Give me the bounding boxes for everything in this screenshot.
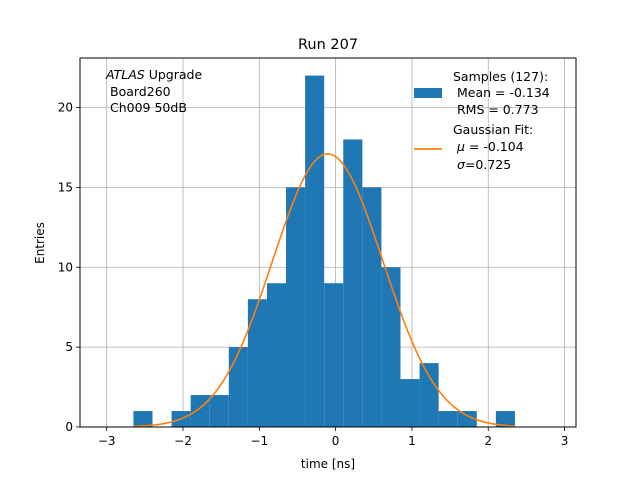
- mu-symbol: μ: [456, 139, 465, 154]
- x-tick-label: 1: [408, 434, 416, 448]
- x-axis-label: time [ns]: [301, 457, 355, 471]
- histogram-bars: [133, 75, 515, 428]
- y-tick-label: 20: [58, 101, 73, 115]
- x-axis-ticks: −3 −2 −1 0 1 2 3: [98, 427, 569, 448]
- upgrade-label: Upgrade: [145, 67, 203, 82]
- sigma-value: =0.725: [465, 157, 511, 172]
- legend-hist-swatch: [414, 88, 442, 98]
- annotation-text: ATLAS Upgrade Board260 Ch009 50dB: [105, 67, 202, 115]
- mu-value: = -0.104: [465, 139, 524, 154]
- histogram-bar: [362, 187, 382, 427]
- annotation-line-1: ATLAS Upgrade: [105, 67, 202, 82]
- histogram-bar: [247, 299, 267, 427]
- x-tick-label: 2: [484, 434, 492, 448]
- x-tick-label: −2: [174, 434, 192, 448]
- legend-hist-line-1: Samples (127):: [453, 69, 548, 84]
- annotation-line-2: Board260: [110, 84, 171, 99]
- histogram-bar: [286, 187, 306, 427]
- histogram-bar: [400, 379, 420, 427]
- histogram-bar: [381, 267, 401, 427]
- chart-title: Run 207: [298, 37, 358, 53]
- x-tick-label: 3: [561, 434, 569, 448]
- y-tick-label: 5: [65, 340, 73, 354]
- histogram-bar: [495, 411, 515, 427]
- y-axis-label: Entries: [33, 222, 47, 264]
- plot-frame: [79, 57, 577, 428]
- atlas-label: ATLAS: [105, 67, 145, 82]
- histogram-bar: [133, 411, 153, 427]
- y-tick-label: 0: [65, 420, 73, 434]
- histogram-bar: [419, 363, 439, 427]
- legend-fit-line-1: Gaussian Fit:: [453, 122, 533, 137]
- x-tick-label: 0: [332, 434, 340, 448]
- legend-fit-line-2: μ = -0.104: [456, 139, 524, 154]
- histogram-bar: [228, 347, 248, 427]
- y-axis-ticks: 0 5 10 15 20: [58, 101, 80, 434]
- histogram-bar: [190, 395, 210, 427]
- histogram-bar: [324, 283, 344, 427]
- x-tick-label: −3: [98, 434, 116, 448]
- sigma-symbol: σ: [457, 157, 466, 172]
- histogram-bar: [457, 411, 477, 427]
- legend-hist-line-3: RMS = 0.773: [453, 102, 539, 117]
- histogram-bar: [266, 283, 287, 427]
- histogram-bar: [343, 139, 363, 427]
- gaussian-fit-curve: [133, 153, 515, 428]
- legend-fit-line-3: σ=0.725: [457, 157, 511, 172]
- legend: Samples (127): Mean = -0.134 RMS = 0.773…: [414, 69, 550, 172]
- x-tick-label: −1: [250, 434, 268, 448]
- annotation-line-3: Ch009 50dB: [110, 100, 187, 115]
- legend-hist-line-2: Mean = -0.134: [453, 85, 550, 100]
- y-tick-label: 15: [58, 180, 73, 194]
- histogram-bar: [438, 411, 458, 427]
- histogram-bar: [209, 395, 229, 427]
- y-tick-label: 10: [58, 260, 73, 274]
- histogram-bar: [305, 75, 325, 428]
